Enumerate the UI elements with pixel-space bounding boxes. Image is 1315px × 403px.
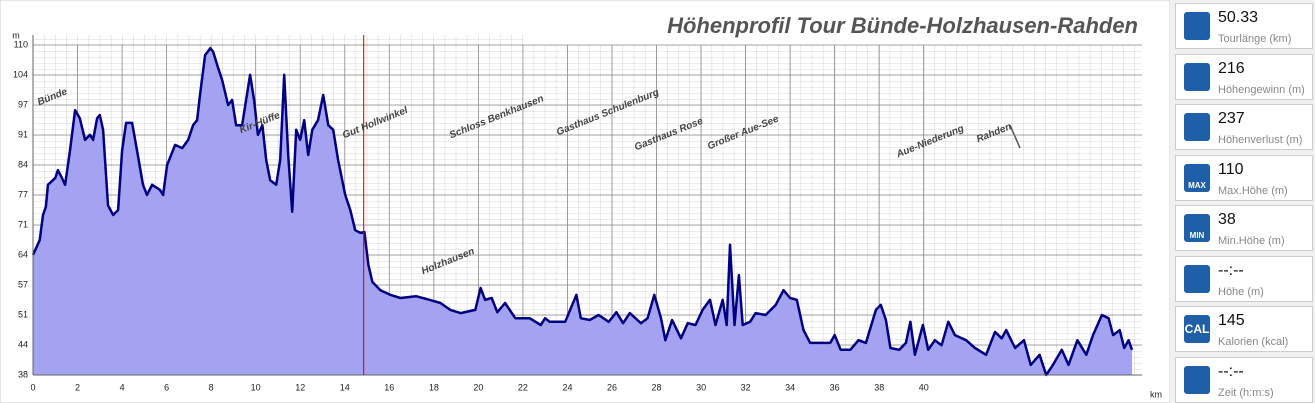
stat-value: --:--	[1218, 362, 1244, 380]
area-fill	[33, 48, 1132, 375]
x-tick-label: 34	[785, 382, 795, 392]
y-tick-label: 110	[14, 39, 28, 49]
x-tick-label: 40	[919, 382, 929, 392]
stat-item: CAL 145 Kalorien (kcal)	[1175, 306, 1313, 352]
stats-panel: 50.33 Tourlänge (km) 216 Höhengewinn (m) 237…	[1173, 0, 1315, 403]
stat-item: MIN 38 Min.Höhe (m)	[1175, 205, 1313, 251]
x-tick-label: 18	[429, 382, 439, 392]
y-tick-label: 64	[18, 249, 28, 259]
stat-icon	[1184, 62, 1210, 91]
stat-label: Zeit (h:m:s)	[1218, 386, 1274, 399]
stat-item: 216 Höhengewinn (m)	[1175, 53, 1313, 100]
y-tick-label: 84	[18, 159, 28, 169]
stat-icon	[1184, 264, 1210, 293]
stat-item: 50.33 Tourlänge (km)	[1175, 3, 1313, 49]
y-axis-label: m	[12, 30, 20, 40]
profile-line	[31, 46, 1134, 377]
stat-value: 237	[1218, 110, 1245, 127]
stat-icon	[1184, 365, 1210, 394]
y-tick-label: 51	[18, 309, 28, 319]
x-tick-label: 12	[295, 382, 305, 392]
x-tick-label: 4	[120, 382, 125, 392]
x-tick-label: 16	[384, 382, 394, 392]
pointer-line	[1009, 124, 1021, 149]
stat-value: 216	[1218, 59, 1245, 77]
stat-label: Höhe (m)	[1218, 285, 1264, 298]
x-tick-label: 10	[251, 382, 261, 392]
chart: Höhenprofil Tour Bünde-Holzhausen-Rahden…	[0, 0, 1170, 403]
stat-value: --:--	[1218, 261, 1244, 279]
x-tick-label: 32	[741, 382, 751, 392]
x-tick-label: 8	[209, 382, 214, 392]
y-tick-label: 44	[18, 339, 28, 349]
grid-extension	[33, 35, 523, 45]
stat-value: 110	[1218, 160, 1244, 178]
stat-icon	[1184, 113, 1210, 141]
stat-icon	[1184, 12, 1210, 40]
stat-item: --:-- Zeit (h:m:s)	[1175, 356, 1313, 403]
stat-icon: CAL	[1184, 315, 1210, 343]
x-tick-label: 26	[607, 382, 617, 392]
x-tick-label: 38	[874, 382, 884, 392]
x-tick-label: 28	[652, 382, 662, 392]
stat-icon: MAX	[1184, 163, 1210, 192]
y-tick-label: 38	[18, 369, 28, 379]
y-tick-label: 57	[18, 279, 28, 289]
stat-label: Tourlänge (km)	[1218, 33, 1292, 45]
stat-label: Kalorien (kcal)	[1218, 336, 1289, 348]
stat-label: Min.Höhe (m)	[1218, 235, 1285, 247]
stat-value: 50.33	[1218, 9, 1259, 26]
x-tick-label: 30	[696, 382, 706, 392]
y-tick-label: 104	[13, 69, 28, 79]
chart-title: Höhenprofil Tour Bünde-Holzhausen-Rahden	[667, 13, 1138, 38]
y-tick-label: 77	[18, 189, 28, 199]
stat-item: 237 Höhenverlust (m)	[1175, 104, 1313, 150]
stat-icon: MIN	[1184, 214, 1210, 242]
x-tick-label: 6	[164, 382, 169, 392]
x-tick-label: 36	[830, 382, 840, 392]
x-tick-label: 22	[518, 382, 528, 392]
x-tick-label: 14	[340, 382, 350, 392]
x-tick-label: 24	[562, 382, 572, 392]
stat-item: --:-- Höhe (m)	[1175, 255, 1313, 302]
stat-value: 145	[1218, 312, 1245, 329]
x-tick-label: 0	[30, 382, 35, 392]
y-tick-label: 71	[18, 219, 28, 229]
y-tick-label: 97	[18, 99, 28, 109]
stat-label: Höhengewinn (m)	[1218, 83, 1305, 96]
x-tick-label: 2	[75, 382, 80, 392]
y-tick-label: 91	[18, 129, 28, 139]
stat-label: Max.Höhe (m)	[1218, 184, 1288, 197]
stat-label: Höhenverlust (m)	[1218, 134, 1303, 146]
x-tick-label: 20	[473, 382, 483, 392]
x-axis-label: km	[1150, 389, 1162, 399]
stat-item: MAX 110 Max.Höhe (m)	[1175, 154, 1313, 201]
stat-value: 38	[1218, 211, 1236, 228]
